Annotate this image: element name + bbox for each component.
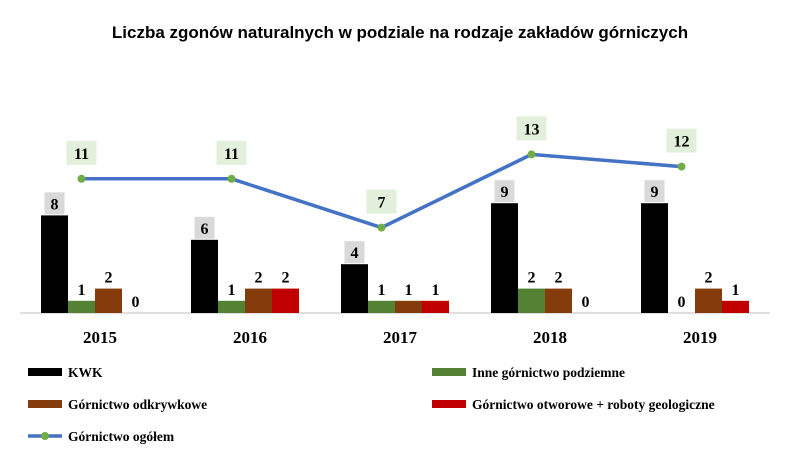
legend-item-gornictwo-otworowe-roboty-geologiczne: Górnictwo otworowe + roboty geologiczne bbox=[432, 397, 715, 412]
data-label-gornictwo-odkrywkowe-2016: 2 bbox=[255, 270, 263, 287]
legend-item-inne-gornictwo-podziemne: Inne górnictwo podziemne bbox=[432, 365, 625, 380]
x-tick-label-2019: 2019 bbox=[683, 328, 717, 347]
bar-gornictwo-odkrywkowe-2019 bbox=[695, 288, 722, 313]
legend-item-gornictwo-odkrywkowe: Górnictwo odkrywkowe bbox=[28, 397, 207, 412]
line-label-2019: 12 bbox=[674, 134, 690, 151]
data-label-bg bbox=[644, 180, 665, 203]
data-label-kwk-2016: 6 bbox=[201, 221, 209, 238]
data-label-inne-gornictwo-podziemne-2019: 0 bbox=[678, 294, 686, 311]
bar-kwk-2016 bbox=[191, 239, 218, 313]
data-label-gornictwo-otworowe-roboty-geologiczne-2018: 0 bbox=[582, 294, 590, 311]
data-label-inne-gornictwo-podziemne-2018: 2 bbox=[528, 270, 536, 287]
data-label-gornictwo-odkrywkowe-2017: 1 bbox=[405, 282, 413, 299]
bar-gornictwo-odkrywkowe-2018 bbox=[545, 288, 572, 313]
data-label-inne-gornictwo-podziemne-2017: 1 bbox=[378, 282, 386, 299]
x-tick-label-2017: 2017 bbox=[383, 328, 418, 347]
data-label-inne-gornictwo-podziemne-2015: 1 bbox=[78, 282, 86, 299]
data-label-gornictwo-odkrywkowe-2018: 2 bbox=[555, 270, 563, 287]
data-label-gornictwo-otworowe-roboty-geologiczne-2016: 2 bbox=[282, 270, 290, 287]
data-label-bg bbox=[44, 192, 65, 215]
data-label-kwk-2018: 9 bbox=[501, 184, 509, 201]
line-label-bg bbox=[366, 189, 397, 214]
line-label-bg bbox=[666, 128, 697, 153]
data-label-gornictwo-otworowe-roboty-geologiczne-2015: 0 bbox=[132, 294, 140, 311]
line-label-bg bbox=[516, 116, 547, 141]
legend-label: Górnictwo odkrywkowe bbox=[68, 397, 207, 412]
bar-kwk-2019 bbox=[641, 203, 668, 313]
line-label-2015: 11 bbox=[74, 146, 89, 163]
line-label-2016: 11 bbox=[224, 146, 239, 163]
data-label-kwk-2019: 9 bbox=[651, 184, 659, 201]
data-label-kwk-2017: 4 bbox=[351, 245, 359, 262]
legend-swatch-marker bbox=[41, 432, 49, 440]
line-label-2018: 13 bbox=[524, 121, 540, 138]
legend-swatch bbox=[28, 400, 62, 408]
bar-inne-gornictwo-podziemne-2017 bbox=[368, 300, 395, 313]
legend-item-gornictwo-ogolem: Górnictwo ogółem bbox=[28, 429, 175, 444]
legend-item-kwk: KWK bbox=[28, 365, 103, 380]
chart-title: Liczba zgonów naturalnych w podziale na … bbox=[112, 23, 688, 42]
line-marker-2018 bbox=[527, 150, 536, 159]
line-marker-2019 bbox=[677, 162, 686, 171]
line-marker-2015 bbox=[77, 174, 86, 183]
bar-kwk-2017 bbox=[341, 264, 368, 313]
legend-label: Górnictwo otworowe + roboty geologiczne bbox=[472, 397, 715, 412]
bar-inne-gornictwo-podziemne-2015 bbox=[68, 300, 95, 313]
line-marker-2016 bbox=[227, 174, 236, 183]
legend-swatch bbox=[432, 368, 466, 376]
x-tick-label-2018: 2018 bbox=[533, 328, 567, 347]
data-label-inne-gornictwo-podziemne-2016: 1 bbox=[228, 282, 236, 299]
data-label-gornictwo-odkrywkowe-2019: 2 bbox=[705, 270, 713, 287]
legend-swatch bbox=[28, 368, 62, 376]
data-label-bg bbox=[494, 180, 515, 203]
data-label-gornictwo-odkrywkowe-2015: 2 bbox=[105, 270, 113, 287]
data-label-kwk-2015: 8 bbox=[51, 196, 59, 213]
legend-label: Górnictwo ogółem bbox=[68, 429, 175, 444]
line-label-bg bbox=[216, 140, 247, 165]
bar-kwk-2015 bbox=[41, 215, 68, 313]
x-tick-label-2015: 2015 bbox=[83, 328, 117, 347]
bar-inne-gornictwo-podziemne-2018 bbox=[518, 288, 545, 313]
bar-gornictwo-odkrywkowe-2016 bbox=[245, 288, 272, 313]
data-label-gornictwo-otworowe-roboty-geologiczne-2019: 1 bbox=[732, 282, 740, 299]
bar-inne-gornictwo-podziemne-2016 bbox=[218, 300, 245, 313]
bar-gornictwo-otworowe-roboty-geologiczne-2019 bbox=[722, 300, 749, 313]
x-tick-label-2016: 2016 bbox=[233, 328, 267, 347]
data-label-gornictwo-otworowe-roboty-geologiczne-2017: 1 bbox=[432, 282, 440, 299]
legend-label: Inne górnictwo podziemne bbox=[472, 365, 625, 380]
line-marker-2017 bbox=[377, 223, 386, 232]
data-label-bg bbox=[194, 216, 215, 239]
line-label-bg bbox=[66, 140, 97, 165]
bar-gornictwo-otworowe-roboty-geologiczne-2016 bbox=[272, 288, 299, 313]
legend-label: KWK bbox=[68, 365, 103, 380]
bar-gornictwo-odkrywkowe-2015 bbox=[95, 288, 122, 313]
legend-swatch bbox=[432, 400, 466, 408]
bar-gornictwo-odkrywkowe-2017 bbox=[395, 300, 422, 313]
bar-kwk-2018 bbox=[491, 203, 518, 313]
data-label-bg bbox=[344, 241, 365, 264]
line-label-2017: 7 bbox=[378, 195, 386, 212]
bar-gornictwo-otworowe-roboty-geologiczne-2017 bbox=[422, 300, 449, 313]
legend: KWK Inne górnictwo podziemne Górnictwo odk… bbox=[28, 365, 715, 444]
